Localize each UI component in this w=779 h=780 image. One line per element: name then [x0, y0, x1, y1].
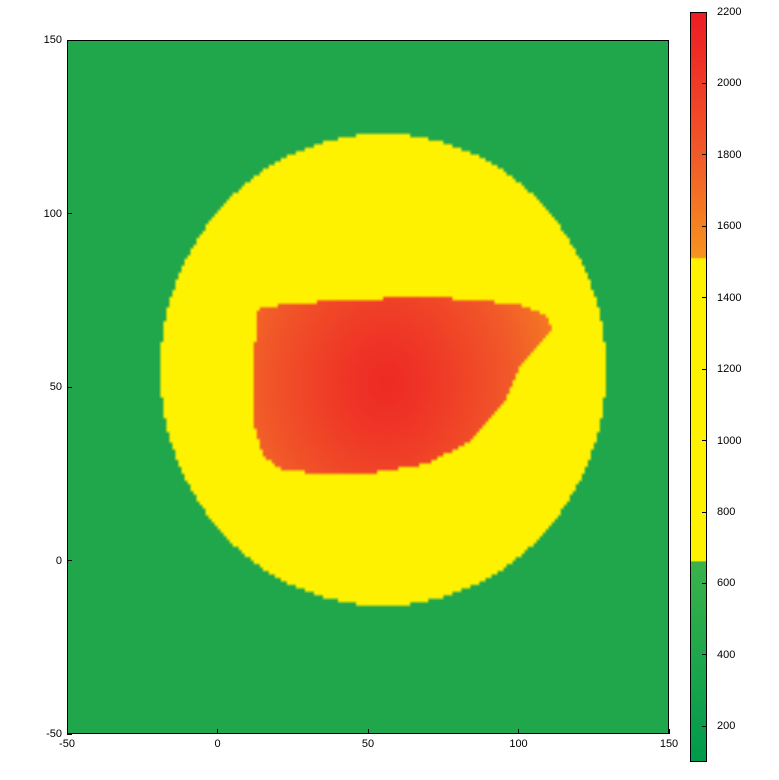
colorbar-tick-label: 800 [717, 506, 735, 518]
y-tick-mark [67, 387, 72, 388]
y-tick-mark [67, 40, 72, 41]
colorbar-tick-label: 1000 [717, 435, 741, 447]
colorbar-tick-mark [702, 512, 707, 513]
colorbar-tick-mark [702, 369, 707, 370]
y-tick-mark [67, 734, 72, 735]
colorbar-tick-mark [702, 297, 707, 298]
colorbar-tick-label: 400 [717, 649, 735, 661]
colorbar-tick-mark [702, 583, 707, 584]
colorbar-tick-label: 1600 [717, 220, 741, 232]
colorbar-tick-mark [702, 12, 707, 13]
y-tick-mark [67, 213, 72, 214]
colorbar-tick-label: 1400 [717, 292, 741, 304]
x-tick-mark [217, 729, 218, 734]
y-tick-label: -50 [46, 728, 62, 740]
x-tick-mark [669, 729, 670, 734]
x-tick-label: 0 [214, 738, 220, 750]
colorbar-tick-label: 1200 [717, 363, 741, 375]
colorbar-tick-mark [702, 154, 707, 155]
heatmap-plot-area [67, 40, 669, 734]
x-tick-label: 50 [362, 738, 374, 750]
y-tick-label: 150 [44, 34, 62, 46]
x-tick-label: 100 [509, 738, 527, 750]
y-tick-label: 0 [56, 555, 62, 567]
colorbar-tick-label: 200 [717, 720, 735, 732]
colorbar-tick-mark [702, 440, 707, 441]
x-tick-label: 150 [660, 738, 678, 750]
colorbar-tick-mark [702, 726, 707, 727]
colorbar: 2004006008001000120014001600180020002200 [690, 12, 707, 762]
colorbar-tick-label: 2200 [717, 6, 741, 18]
y-tick-label: 100 [44, 208, 62, 220]
y-tick-label: 50 [50, 381, 62, 393]
colorbar-tick-mark [702, 83, 707, 84]
colorbar-tick-mark [702, 654, 707, 655]
colorbar-tick-label: 2000 [717, 77, 741, 89]
colorbar-tick-mark [702, 226, 707, 227]
colorbar-border [690, 12, 707, 762]
heatmap-canvas [67, 40, 669, 734]
y-tick-mark [67, 560, 72, 561]
x-tick-mark [518, 729, 519, 734]
colorbar-tick-label: 1800 [717, 149, 741, 161]
x-tick-mark [368, 729, 369, 734]
heatmap-axes: -50050100150-50050100150 [67, 40, 669, 734]
colorbar-tick-label: 600 [717, 577, 735, 589]
